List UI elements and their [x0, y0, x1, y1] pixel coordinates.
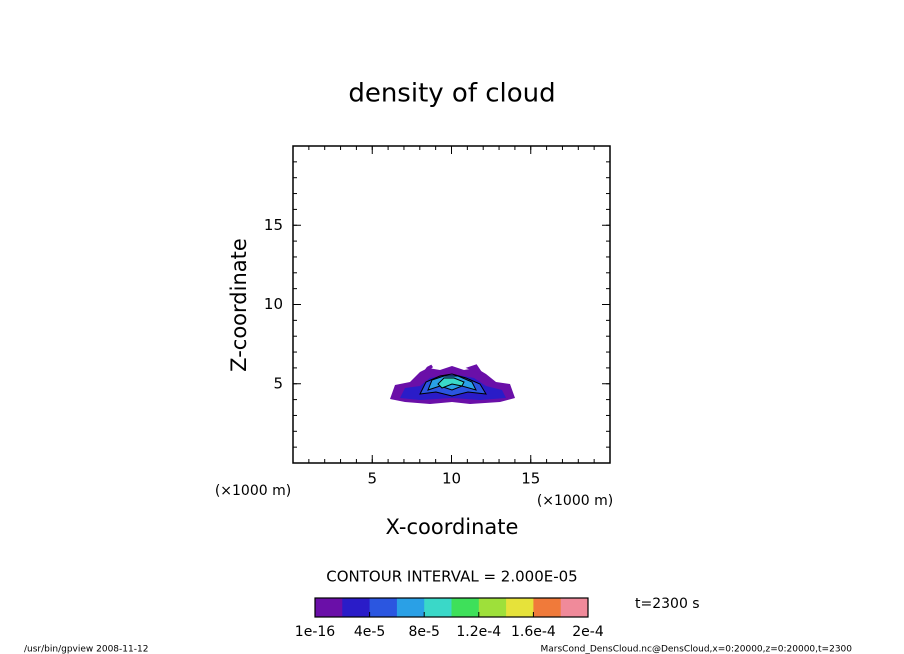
colorbar-band [560, 598, 589, 617]
y-unit: (×1000 m) [215, 483, 291, 499]
contour-region [423, 364, 484, 376]
y-tick-label: 10 [264, 295, 283, 313]
x-tick-label: 10 [442, 470, 461, 488]
colorbar-tick-label: 1.2e-4 [456, 624, 501, 640]
y-tick-label: 15 [264, 216, 283, 234]
footer-left: /usr/bin/gpview 2008-11-12 [24, 645, 148, 654]
colorbar-tick-label: 1.6e-4 [511, 624, 556, 640]
plot-frame [292, 145, 611, 464]
contour-interval: CONTOUR INTERVAL = 2.000E-05 [326, 568, 577, 586]
x-unit: (×1000 m) [537, 493, 613, 509]
footer-right: MarsCond_DensCloud.nc@DensCloud,x=0:2000… [541, 645, 853, 654]
x-tick-label: 15 [521, 470, 540, 488]
y-axis-label: Z-coordinate [227, 238, 251, 372]
colorbar-tick-label: 4e-5 [354, 624, 385, 640]
colorbar-band [506, 598, 534, 617]
x-tick-label: 5 [367, 470, 377, 488]
colorbar-band [396, 598, 425, 617]
contour-field [390, 364, 515, 404]
contour-region [437, 377, 465, 389]
y-tick-label: 5 [273, 374, 283, 392]
colorbar-tick-label: 1e-16 [295, 624, 335, 640]
colorbar-band [315, 598, 343, 617]
colorbar-band [478, 598, 507, 617]
colorbar-tick-label: 8e-5 [408, 624, 439, 640]
colorbar-band [424, 598, 452, 617]
colorbar-band [533, 598, 562, 617]
colorbar-band [369, 598, 398, 617]
colorbar-band [451, 598, 480, 617]
chart-title: density of cloud [348, 79, 555, 109]
time-label: t=2300 s [635, 596, 700, 612]
x-axis-label: X-coordinate [386, 515, 519, 539]
colorbar-tick-label: 2e-4 [572, 624, 604, 640]
colorbar-frame [314, 597, 589, 618]
colorbar-band [342, 598, 371, 617]
